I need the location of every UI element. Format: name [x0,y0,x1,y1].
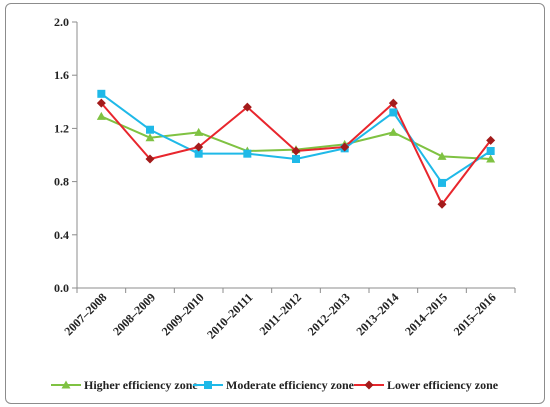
data-point [388,127,398,136]
data-point [437,199,447,209]
data-point [194,149,203,158]
data-point [292,154,300,163]
x-tick-label: 2010–20111 [204,290,255,341]
data-point [486,135,496,145]
data-point [438,178,446,187]
legend-label: Lower efficiency zone [387,378,499,392]
series-line-2 [100,93,492,184]
data-point [194,142,204,152]
data-point [96,98,106,108]
data-point [145,133,155,142]
y-tick-label: 0.8 [54,175,69,189]
chart-frame [5,3,545,404]
x-tick-label: 2014–2015 [402,290,450,338]
x-tick-label: 2015–2016 [451,290,499,338]
data-point [146,125,154,134]
series-markers [96,89,496,209]
data-point [291,146,301,156]
x-tick-label: 2007–2008 [61,290,109,338]
x-tick-label: 2009–2010 [159,290,207,338]
legend: Higher efficiency zone Moderate efficienc… [51,378,499,392]
y-tick-label: 0.0 [54,281,69,295]
data-point [388,98,398,108]
data-point [437,151,447,160]
x-tick-label: 2011–2012 [257,290,305,338]
data-point [97,89,106,98]
y-tick-labels: 0.0 0.4 0.8 1.2 1.6 2.0 [54,15,69,295]
y-tick-label: 1.6 [54,68,69,82]
data-point [194,127,204,136]
y-tick-label: 0.4 [54,228,69,242]
data-point [242,102,252,112]
legend-marker [364,380,374,390]
data-point [145,154,155,164]
data-point [340,142,350,152]
legend-marker [61,380,71,389]
legend-label: Moderate efficiency zone [226,378,355,392]
data-point [486,154,496,163]
x-tick-label: 2008–2009 [110,290,158,338]
data-point [389,108,398,117]
data-point [243,149,252,158]
data-point [96,111,106,120]
y-tick-label: 2.0 [54,15,69,29]
x-tick-label: 2013–2014 [353,290,401,338]
legend-label: Higher efficiency zone [84,378,198,392]
axes [72,21,516,293]
y-tick-label: 1.2 [54,121,69,135]
data-point [486,147,495,156]
x-tick-label: 2012–2013 [305,290,353,338]
legend-marker [204,381,212,389]
